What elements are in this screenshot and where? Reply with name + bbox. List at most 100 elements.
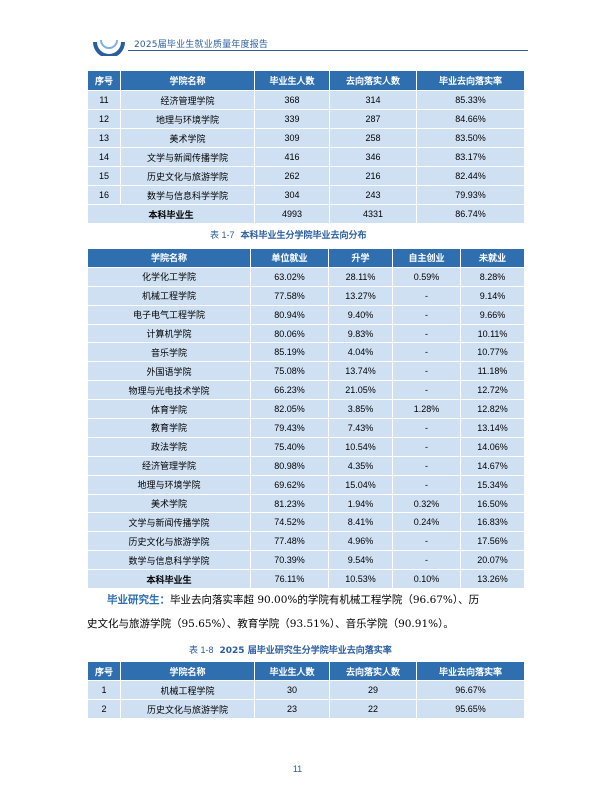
cell-graduates: 368 — [254, 90, 330, 110]
cell-further-study: 15.04% — [328, 474, 393, 495]
cell-graduates: 30 — [254, 680, 330, 700]
total-graduates: 4993 — [254, 204, 330, 224]
cell-employed: 75.40% — [250, 436, 329, 457]
cell-self-employed: - — [392, 323, 461, 344]
header-title: 2025届毕业生就业质量年度报告 — [134, 40, 269, 50]
column-header: 毕业生人数 — [254, 70, 330, 91]
cell-unemployed: 9.66% — [460, 304, 525, 325]
table-row: 机械工程学院 77.58% 13.27% -9.14% — [87, 285, 525, 306]
cell-self-employed: - — [392, 285, 461, 306]
cell-index: 15 — [87, 166, 121, 186]
cell-employed: 82.05% — [250, 399, 329, 420]
cell-graduates: 416 — [254, 147, 330, 167]
total-employed: 76.11% — [250, 569, 329, 590]
cell-unemployed: 8.28% — [460, 266, 525, 287]
cell-unemployed: 16.50% — [460, 493, 525, 514]
cell-graduates: 309 — [254, 128, 330, 148]
cell-placed: 29 — [329, 680, 417, 700]
cell-index: 11 — [87, 90, 121, 110]
cell-unemployed: 10.77% — [460, 342, 525, 363]
cell-placed: 287 — [329, 109, 417, 129]
university-logo-icon — [93, 39, 125, 56]
cell-further-study: 4.04% — [328, 342, 393, 363]
cell-index: 13 — [87, 128, 121, 148]
total-unemployed: 13.26% — [460, 569, 525, 590]
cell-college: 美术学院 — [120, 128, 255, 148]
cell-self-employed: - — [392, 342, 461, 363]
cell-self-employed: - — [392, 474, 461, 495]
table-header-row: 序号 学院名称 毕业生人数 去向落实人数 毕业去向落实率 — [87, 70, 525, 91]
column-header: 去向落实人数 — [329, 70, 417, 91]
cell-employed: 80.94% — [250, 304, 329, 325]
cell-further-study: 4.35% — [328, 455, 393, 476]
cell-self-employed: - — [392, 455, 461, 476]
cell-further-study: 7.43% — [328, 418, 393, 438]
table-row: 1 机械工程学院 30 29 96.67% — [87, 680, 525, 700]
cell-rate: 85.33% — [416, 90, 525, 110]
cell-college: 体育学院 — [87, 399, 251, 420]
column-header: 毕业去向落实率 — [416, 70, 525, 91]
page-header: 2025届毕业生就业质量年度报告 — [88, 30, 528, 56]
cell-college: 地理与环境学院 — [120, 109, 255, 129]
column-header: 学院名称 — [120, 661, 255, 681]
cell-further-study: 10.54% — [328, 436, 393, 457]
cell-college: 文学与新闻传播学院 — [87, 512, 251, 533]
cell-self-employed: - — [392, 418, 461, 438]
table-row: 文学与新闻传播学院 74.52% 8.41% 0.24% 16.83% — [87, 512, 525, 533]
table-row: 计算机学院 80.06% 9.83% -10.11% — [87, 323, 525, 344]
cell-further-study: 9.40% — [328, 304, 393, 325]
column-header: 自主创业 — [392, 248, 461, 268]
cell-employed: 70.39% — [250, 550, 329, 571]
cell-further-study: 3.85% — [328, 399, 393, 420]
column-header: 去向落实人数 — [329, 661, 417, 681]
cell-employed: 85.19% — [250, 342, 329, 363]
cell-unemployed: 17.56% — [460, 531, 525, 552]
table-header-row: 学院名称 单位就业 升学 自主创业 未就业 — [87, 248, 525, 268]
page-number: 11 — [292, 764, 303, 774]
paragraph-text-2: 史文化与旅游学院（95.65%）、教育学院（93.51%）、音乐学院（90.91… — [87, 618, 454, 630]
cell-college: 数学与信息科学学院 — [87, 550, 251, 571]
table-row: 16 数学与信息科学学院 304 243 79.93% — [87, 185, 525, 205]
total-rate: 86.74% — [416, 204, 525, 224]
cell-college: 地理与环境学院 — [87, 474, 251, 495]
table-row: 14 文学与新闻传播学院 416 346 83.17% — [87, 147, 525, 167]
cell-placed: 314 — [329, 90, 417, 110]
table-row: 地理与环境学院 69.62% 15.04% -15.34% — [87, 474, 525, 495]
cell-further-study: 9.54% — [328, 550, 393, 571]
cell-index: 1 — [87, 680, 121, 700]
cell-employed: 75.08% — [250, 361, 329, 382]
table-row: 电子电气工程学院 80.94% 9.40% -9.66% — [87, 304, 525, 325]
table-row: 美术学院 81.23% 1.94% 0.32% 16.50% — [87, 493, 525, 514]
paragraph-line-2: 史文化与旅游学院（95.65%）、教育学院（93.51%）、音乐学院（90.91… — [87, 612, 527, 636]
cell-graduates: 23 — [254, 699, 330, 719]
table-row: 11 经济管理学院 368 314 85.33% — [87, 90, 525, 110]
cell-employed: 79.43% — [250, 418, 329, 438]
cell-college: 经济管理学院 — [87, 455, 251, 476]
cell-college: 历史文化与旅游学院 — [120, 699, 255, 719]
column-header: 单位就业 — [250, 248, 329, 268]
cell-college: 电子电气工程学院 — [87, 304, 251, 325]
cell-self-employed: - — [392, 436, 461, 457]
table-total-row: 本科毕业生 4993 4331 86.74% — [87, 204, 525, 224]
cell-college: 数学与信息科学学院 — [120, 185, 255, 205]
cell-unemployed: 12.72% — [460, 380, 525, 401]
cell-graduates: 339 — [254, 109, 330, 129]
cell-unemployed: 15.34% — [460, 474, 525, 495]
cell-unemployed: 14.67% — [460, 455, 525, 476]
table-row: 物理与光电技术学院 66.23% 21.05% -12.72% — [87, 380, 525, 401]
table-row: 外国语学院 75.08% 13.74% -11.18% — [87, 361, 525, 382]
caption-title: 2025 届毕业研究生分学院毕业去向落实率 — [219, 646, 392, 656]
cell-self-employed: 0.32% — [392, 493, 461, 514]
table-row: 2 历史文化与旅游学院 23 22 95.65% — [87, 699, 525, 719]
table-row: 13 美术学院 309 258 83.50% — [87, 128, 525, 148]
cell-placed: 22 — [329, 699, 417, 719]
paragraph-text-1: 毕业去向落实率超 90.00%的学院有机械工程学院（96.67%）、历 — [170, 594, 480, 606]
cell-rate: 95.65% — [416, 699, 525, 719]
cell-college: 经济管理学院 — [120, 90, 255, 110]
cell-college: 历史文化与旅游学院 — [87, 531, 251, 552]
table-row: 化学化工学院 63.02% 28.11% 0.59% 8.28% — [87, 266, 525, 287]
cell-self-employed: 1.28% — [392, 399, 461, 420]
cell-employed: 80.98% — [250, 455, 329, 476]
cell-rate: 84.66% — [416, 109, 525, 129]
cell-employed: 74.52% — [250, 512, 329, 533]
